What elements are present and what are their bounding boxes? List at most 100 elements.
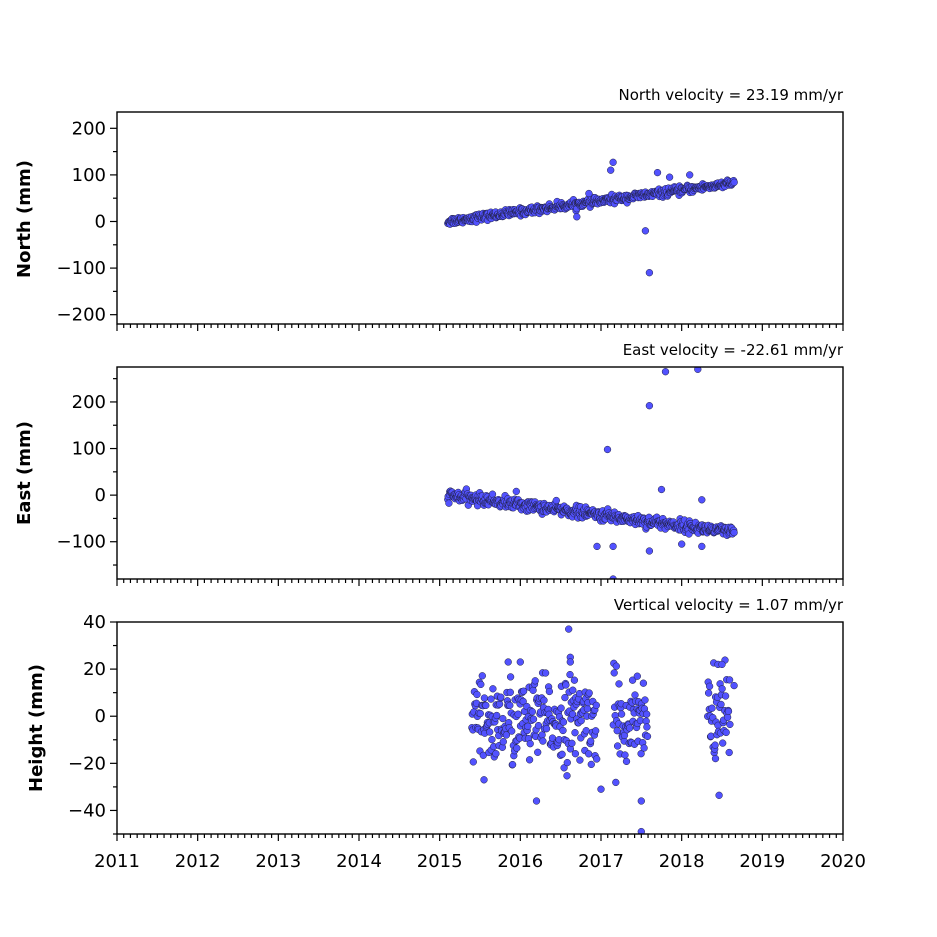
data-point <box>730 178 738 186</box>
data-point <box>597 785 605 793</box>
data-point <box>645 547 654 555</box>
data-point <box>516 658 524 666</box>
data-point <box>565 625 573 633</box>
data-point <box>587 760 595 769</box>
data-point <box>568 739 576 747</box>
data-point <box>482 701 490 710</box>
data-point <box>508 727 516 735</box>
data-point <box>499 738 507 746</box>
data-point <box>613 727 621 735</box>
data-point <box>717 700 725 709</box>
data-point <box>719 739 727 747</box>
data-point <box>704 689 713 697</box>
data-points <box>444 367 738 579</box>
data-point <box>560 764 568 772</box>
data-point <box>486 728 494 736</box>
data-points <box>444 158 738 277</box>
data-point <box>571 750 580 758</box>
data-point <box>722 728 730 737</box>
x-tick-label: 2015 <box>417 851 463 872</box>
x-tick-label: 2012 <box>175 851 221 872</box>
east-panel: East velocity = -22.61 mm/yr East (mm) 2… <box>14 341 844 586</box>
north-panel: North velocity = 23.19 mm/yr North (mm) … <box>14 86 844 331</box>
height-axis-label: Height (mm) <box>26 664 47 792</box>
data-point <box>585 189 593 198</box>
data-point <box>653 168 662 177</box>
y-tick-label: 0 <box>95 211 106 232</box>
x-tick-label: 2011 <box>94 851 140 872</box>
data-point <box>637 750 645 758</box>
data-point <box>562 681 570 689</box>
data-point <box>607 166 615 174</box>
data-point <box>525 756 534 764</box>
data-point <box>561 693 569 702</box>
y-tick-label: −20 <box>68 753 106 774</box>
plot-frame <box>116 366 844 580</box>
data-point <box>576 756 584 764</box>
data-point <box>645 402 654 410</box>
data-point <box>497 693 505 701</box>
y-tick-label: 0 <box>95 485 106 506</box>
data-point <box>506 688 514 696</box>
data-point <box>571 729 579 737</box>
data-point <box>711 741 719 749</box>
data-point <box>628 676 637 684</box>
data-point <box>587 737 595 745</box>
data-point <box>730 681 738 690</box>
data-point <box>592 701 600 709</box>
data-point <box>519 687 528 695</box>
data-point <box>698 542 706 551</box>
y-tick-label: 100 <box>72 165 106 186</box>
x-tick-label: 2020 <box>820 851 866 872</box>
data-point <box>506 673 515 681</box>
data-point <box>613 742 622 750</box>
data-point <box>477 680 485 689</box>
data-point <box>539 737 547 745</box>
data-point <box>592 727 600 735</box>
data-point <box>540 696 548 704</box>
data-point <box>502 731 511 739</box>
data-point <box>469 758 477 766</box>
y-tick-label: 100 <box>72 439 106 460</box>
data-point <box>508 760 517 769</box>
y-tick-label: 200 <box>72 118 106 139</box>
data-point <box>585 750 593 758</box>
data-point <box>519 697 527 706</box>
data-point <box>625 724 634 732</box>
data-point <box>487 695 495 703</box>
data-point <box>698 496 706 504</box>
height-panel: Vertical velocity = 1.07 mm/yr Height (m… <box>26 596 866 872</box>
data-point <box>499 714 507 723</box>
data-point <box>524 722 532 730</box>
data-point <box>678 540 686 548</box>
data-point <box>730 528 738 537</box>
data-point <box>718 660 726 669</box>
x-tick-label: 2014 <box>336 851 382 872</box>
data-point <box>529 715 538 723</box>
data-point <box>631 691 639 699</box>
data-point <box>480 694 489 702</box>
vertical-velocity-label: Vertical velocity = 1.07 mm/yr <box>614 596 844 614</box>
data-point <box>661 368 670 376</box>
data-point <box>577 717 585 725</box>
data-point <box>538 731 546 739</box>
data-point <box>610 669 618 677</box>
data-point <box>639 679 648 687</box>
north-axis-label: North (mm) <box>14 160 35 278</box>
data-point <box>570 676 579 684</box>
data-point <box>545 687 554 696</box>
data-point <box>558 750 566 758</box>
data-point <box>725 748 733 757</box>
y-tick-label: 0 <box>95 706 106 727</box>
east-velocity-label: East velocity = -22.61 mm/yr <box>623 341 844 359</box>
data-point <box>615 680 623 688</box>
data-point <box>526 740 534 748</box>
data-point <box>637 827 645 834</box>
data-point <box>718 685 726 693</box>
data-point <box>609 158 617 166</box>
north-velocity-label: North velocity = 23.19 mm/yr <box>619 86 844 104</box>
data-point <box>637 797 645 805</box>
data-point <box>529 686 537 694</box>
data-point <box>531 677 539 685</box>
